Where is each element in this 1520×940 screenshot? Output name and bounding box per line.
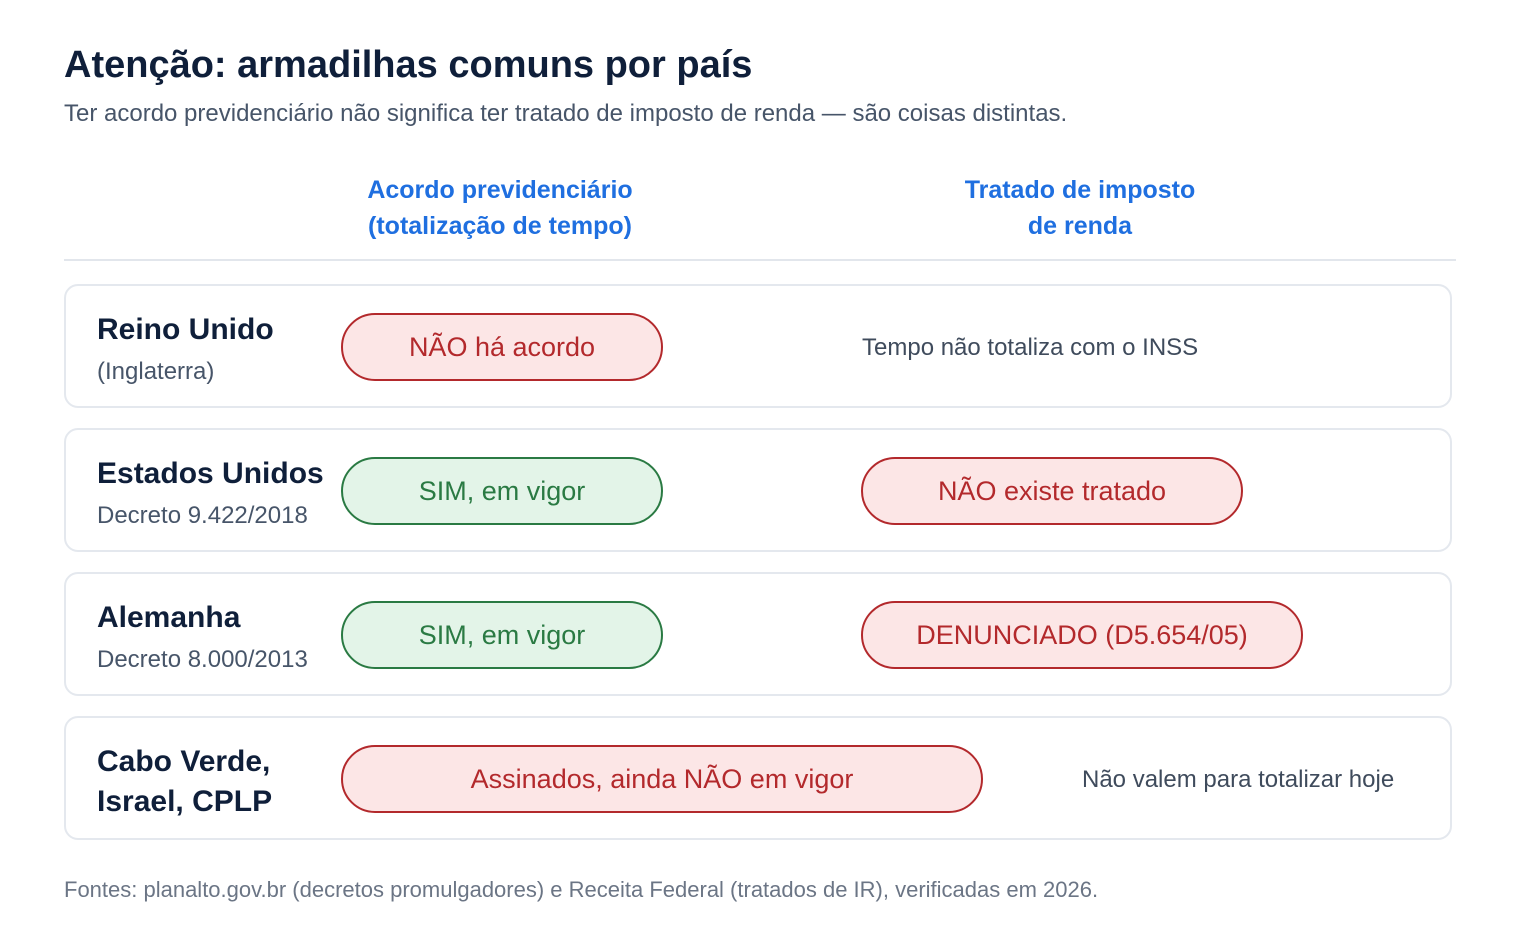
acordo-status-badge: Assinados, ainda NÃO em vigor [341,745,983,813]
sources-footnote: Fontes: planalto.gov.br (decretos promul… [64,877,1099,902]
country-name: Estados Unidos [97,457,324,490]
country-subtitle: Decreto 8.000/2013 [97,646,308,673]
country-subtitle: Decreto 9.422/2018 [97,502,308,529]
country-row-reino-unido: Reino Unido (Inglaterra) NÃO há acordo T… [64,284,1452,408]
page-subtitle: Ter acordo previdenciário não significa … [64,100,1068,127]
country-row-estados-unidos: Estados Unidos Decreto 9.422/2018 SIM, e… [64,428,1452,552]
country-row-alemanha: Alemanha Decreto 8.000/2013 SIM, em vigo… [64,572,1452,696]
header-divider [64,259,1456,261]
column-header-acordo: Acordo previdenciário (totalização de te… [367,176,633,240]
country-subtitle: (Inglaterra) [97,358,215,385]
column-header-tratado: Tratado de imposto de renda [964,176,1196,240]
tratado-status-badge: NÃO existe tratado [861,457,1243,525]
acordo-status-badge: SIM, em vigor [341,457,663,525]
country-row-cabo-verde-israel-cplp: Cabo Verde, Israel, CPLP Assinados, aind… [64,716,1452,840]
acordo-status-badge: NÃO há acordo [341,313,663,381]
tratado-note: Tempo não totaliza com o INSS [862,334,1199,361]
country-name: Cabo Verde, Israel, CPLP [97,745,273,818]
tratado-note: Não valem para totalizar hoje [1082,766,1395,793]
country-name: Reino Unido [97,313,274,346]
page-title: Atenção: armadilhas comuns por país [64,44,753,86]
country-name: Alemanha [97,601,241,634]
acordo-status-badge: SIM, em vigor [341,601,663,669]
tratado-status-badge: DENUNCIADO (D5.654/05) [861,601,1303,669]
